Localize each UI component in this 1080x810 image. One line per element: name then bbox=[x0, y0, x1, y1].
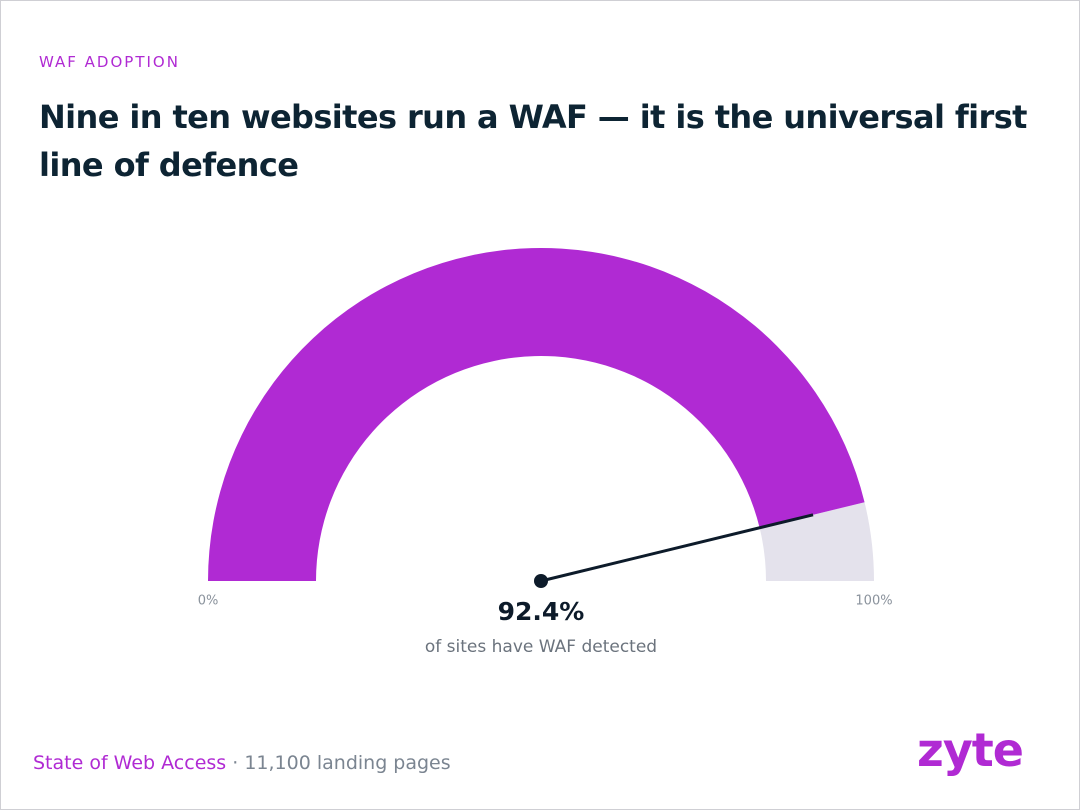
gauge: 0% 100% 92.4% of sites have WAF detected bbox=[198, 247, 893, 657]
tick-label: 0% bbox=[198, 594, 219, 609]
needle-hub bbox=[534, 574, 548, 588]
logo: zyte bbox=[917, 723, 1024, 777]
footer-detail: · 11,100 landing pages bbox=[232, 752, 451, 774]
value-label: 92.4% bbox=[498, 597, 585, 626]
tick-label: 100% bbox=[855, 594, 892, 609]
eyebrow: WAF ADOPTION bbox=[39, 53, 180, 71]
chart-title: Nine in ten websites run a WAF — it is t… bbox=[39, 98, 1027, 184]
footer-source: State of Web Access bbox=[33, 752, 227, 774]
gauge-value bbox=[208, 247, 865, 581]
footer: State of Web Access · 11,100 landing pag… bbox=[33, 752, 451, 774]
needle bbox=[540, 513, 814, 583]
caption: of sites have WAF detected bbox=[425, 637, 657, 657]
